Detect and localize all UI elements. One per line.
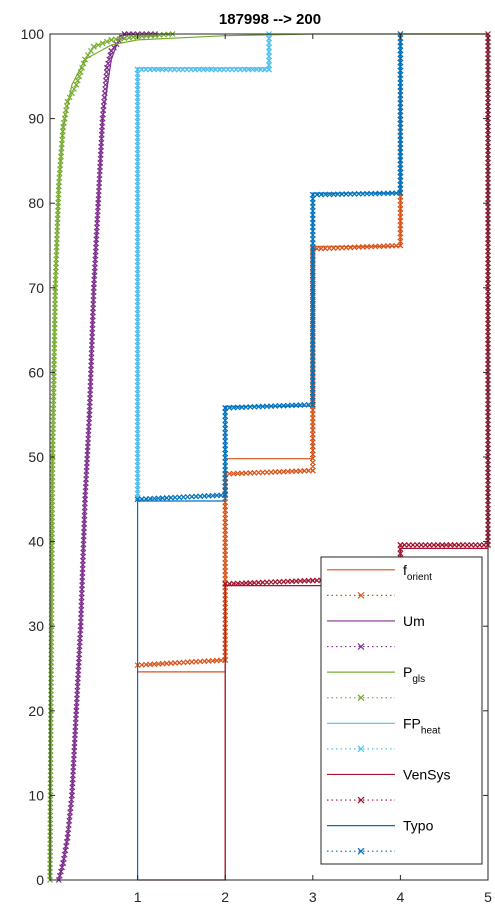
series-marker: [266, 53, 272, 60]
series-marker: [56, 872, 63, 879]
legend-marker-11: [357, 847, 365, 855]
x-tick-label: 1: [134, 889, 142, 905]
series-marker: [266, 44, 272, 51]
chart-title: 187998 --> 200: [219, 11, 321, 28]
series-line-9: [225, 34, 489, 585]
y-tick-label: 0: [36, 872, 44, 888]
series-markers-3: [55, 31, 159, 883]
legend: forient Um Pgls FPheat VenSys Typo: [320, 556, 483, 865]
legend-label-4: Pgls: [403, 664, 425, 685]
series-marker: [397, 546, 404, 553]
series-line-6: [137, 34, 270, 501]
series-marker: [266, 57, 272, 64]
series-marker: [79, 64, 86, 71]
series-marker: [266, 66, 272, 73]
y-tick-label: 100: [21, 26, 45, 42]
series-marker: [77, 69, 84, 75]
series-marker: [90, 43, 97, 50]
series-markers-5: [47, 31, 176, 883]
series-marker: [87, 47, 94, 54]
series-marker: [105, 60, 111, 67]
series-marker: [106, 56, 113, 63]
series-marker: [73, 81, 80, 88]
legend-label-0: forient: [403, 562, 432, 583]
y-tick-label: 40: [28, 534, 44, 550]
series-marker: [397, 550, 404, 557]
legend-marker-1: [357, 591, 365, 599]
series-marker: [104, 64, 110, 71]
series-line-11: [137, 34, 401, 500]
series-marker: [59, 864, 65, 871]
legend-label-6: FPheat: [403, 715, 441, 736]
series-line-5: [49, 33, 173, 881]
legend-marker-9: [357, 796, 365, 804]
y-tick-label: 60: [28, 364, 44, 380]
series-marker: [95, 42, 102, 48]
legend-marker-5: [357, 694, 365, 702]
series-marker: [85, 52, 91, 59]
y-tick-label: 10: [28, 787, 44, 803]
y-tick-label: 50: [28, 449, 44, 465]
series-marker: [107, 52, 114, 59]
series-marker: [58, 868, 64, 875]
series-marker: [99, 40, 106, 47]
x-tick-label: 5: [484, 889, 492, 905]
series-markers-11: [134, 31, 404, 503]
series-marker: [68, 90, 75, 97]
series-markers-7: [134, 31, 272, 501]
series-marker: [82, 56, 88, 63]
axes: 0 10 20 30 40 50 60 70 80 90 100 1 2 3 4 5: [21, 26, 492, 905]
x-tick-label: 2: [221, 889, 229, 905]
legend-label-10: Typo: [403, 818, 434, 834]
legend-label-8: VenSys: [403, 766, 450, 782]
series-marker: [266, 35, 272, 42]
series-line-3: [58, 33, 156, 881]
y-tick-label: 90: [28, 111, 44, 127]
y-tick-label: 30: [28, 618, 44, 634]
legend-marker-3: [357, 643, 365, 650]
x-tick-label: 4: [397, 889, 405, 905]
series-marker: [71, 86, 78, 92]
series-markers-9: [222, 31, 491, 587]
y-tick-label: 80: [28, 195, 44, 211]
legend-box: [320, 556, 483, 865]
series-marker: [266, 62, 272, 69]
series-marker: [76, 73, 83, 80]
series-marker: [64, 98, 71, 105]
series-marker: [66, 94, 73, 101]
series-marker: [80, 60, 87, 67]
y-tick-label: 20: [28, 703, 44, 719]
series-marker: [74, 77, 81, 84]
series-marker: [104, 38, 110, 45]
x-tick-label: 3: [309, 889, 317, 905]
series-marker: [266, 39, 272, 46]
legend-marker-7: [357, 745, 365, 753]
series-marker: [266, 48, 272, 55]
series-line-7: [137, 34, 270, 498]
legend-label-2: Um: [403, 613, 425, 629]
y-tick-label: 70: [28, 280, 44, 296]
